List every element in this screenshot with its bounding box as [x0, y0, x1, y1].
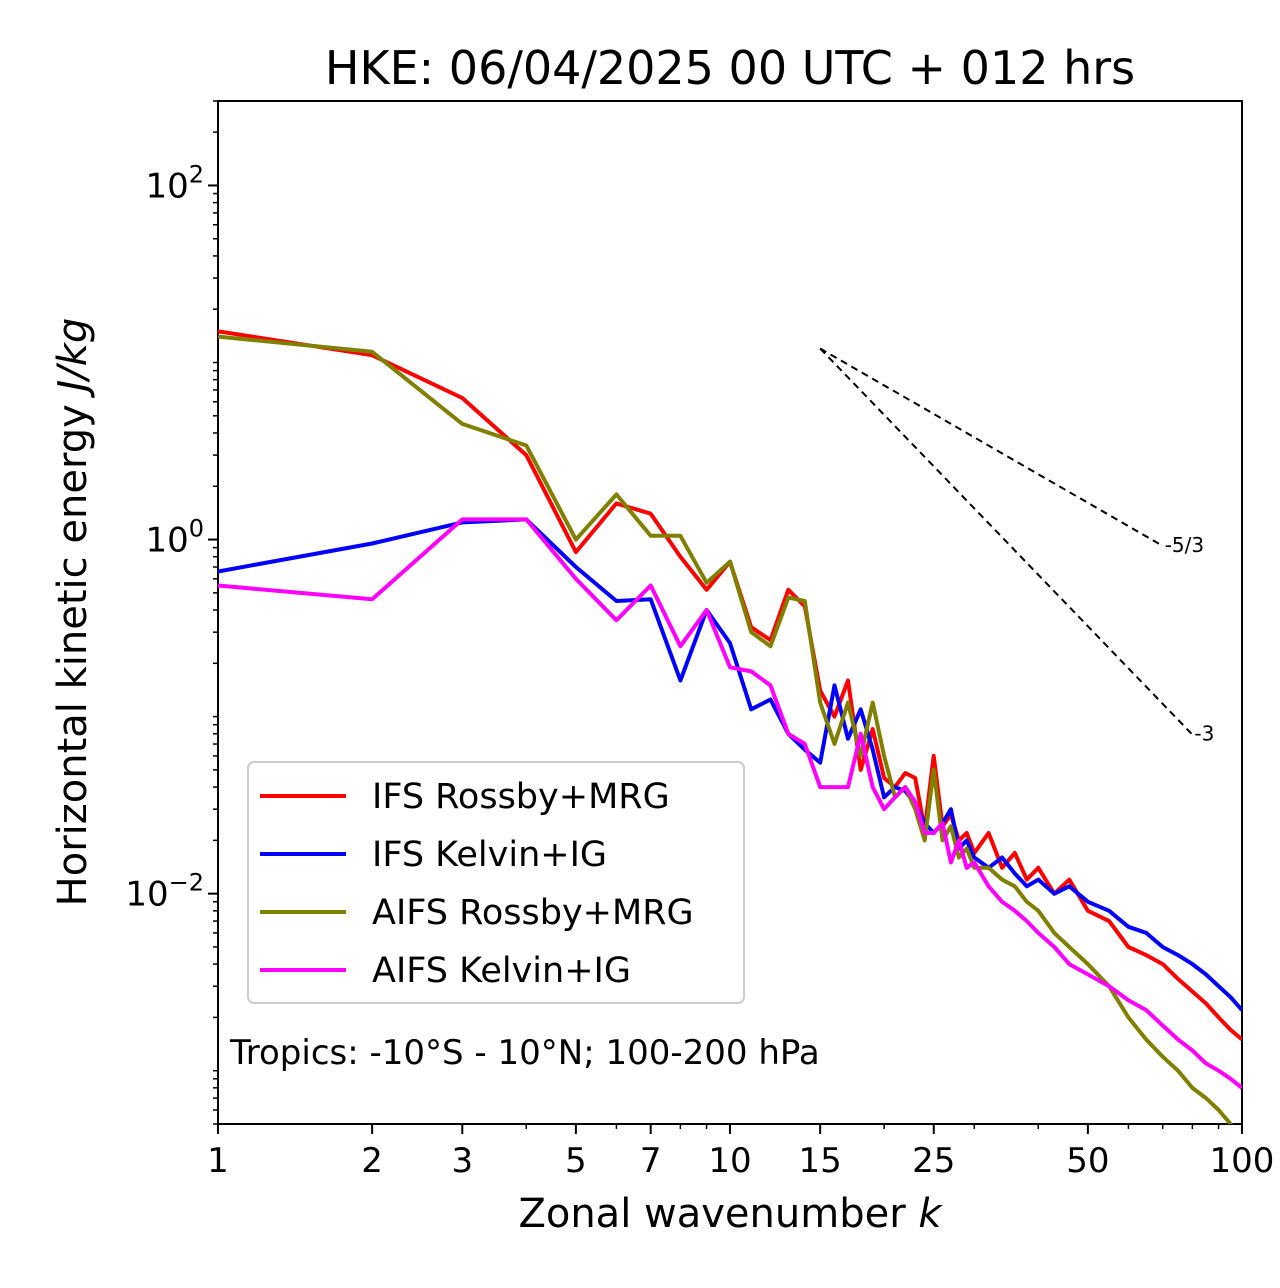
region-annotation: Tropics: -10°S - 10°N; 100-200 hPa — [229, 1033, 820, 1073]
legend-entries: IFS Rossby+MRG IFS Kelvin+IG AIFS Rossby+M… — [260, 777, 694, 991]
y-tick-label: 102 — [145, 160, 204, 206]
y-tick-label: 100 — [145, 515, 204, 561]
legend-label: AIFS Rossby+MRG — [372, 893, 694, 933]
x-tick-label: 10 — [708, 1141, 751, 1181]
x-tick-label: 50 — [1066, 1141, 1109, 1181]
x-tick-label: 5 — [565, 1141, 587, 1181]
x-tick-label: 2 — [361, 1141, 383, 1181]
reference-slopes: -5/3 -3 — [819, 347, 1214, 746]
reference-slope-label: -5/3 — [1165, 533, 1204, 557]
x-tick-label: 7 — [640, 1141, 662, 1181]
chart-title: HKE: 06/04/2025 00 UTC + 012 hrs — [325, 41, 1135, 95]
x-axis-label: Zonal wavenumber k — [518, 1191, 943, 1237]
y-tick-label: 10−2 — [125, 869, 204, 915]
series-line — [218, 334, 1233, 1124]
reference-slope-line — [819, 347, 1194, 736]
x-tick-label: 15 — [799, 1141, 842, 1181]
x-tick-label: 1 — [207, 1141, 229, 1181]
series-line — [218, 517, 1242, 1012]
y-axis-label: Horizontal kinetic energy J/kg — [50, 318, 96, 907]
series-lines — [218, 329, 1242, 1124]
x-tick-label: 25 — [912, 1141, 955, 1181]
reference-slope-label: -3 — [1194, 722, 1214, 746]
legend: IFS Rossby+MRG IFS Kelvin+IG AIFS Rossby+M… — [247, 761, 745, 1004]
reference-slope-line — [819, 347, 1164, 547]
x-tick-label: 100 — [1210, 1141, 1275, 1181]
legend-box — [247, 761, 745, 1004]
x-axis-ticks: 1 2 3 5 7 10 15 25 50 100 — [207, 1124, 1274, 1181]
x-tick-label: 3 — [451, 1141, 473, 1181]
y-axis-ticks: 102 100 10−2 — [125, 100, 218, 1125]
series-line — [218, 517, 1242, 1090]
legend-label: AIFS Kelvin+IG — [372, 951, 631, 991]
legend-label: IFS Kelvin+IG — [372, 835, 607, 875]
legend-label: IFS Rossby+MRG — [372, 777, 670, 817]
